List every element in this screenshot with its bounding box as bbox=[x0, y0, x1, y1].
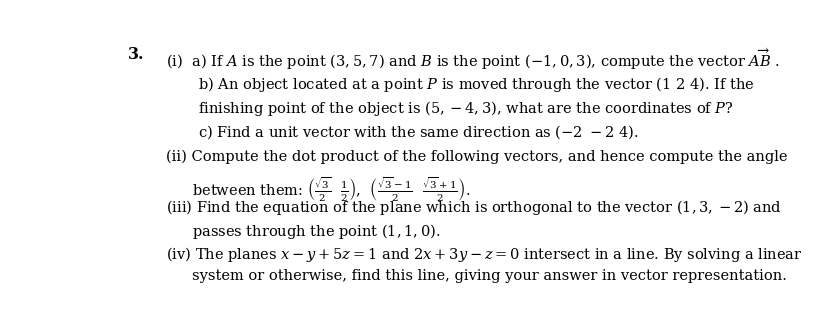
Text: system or otherwise, find this line, giving your answer in vector representation: system or otherwise, find this line, giv… bbox=[192, 269, 786, 283]
Text: (iii) Find the equation of the plane which is orthogonal to the vector $(1, 3, -: (iii) Find the equation of the plane whi… bbox=[166, 198, 782, 217]
Text: (ii) Compute the dot product of the following vectors, and hence compute the ang: (ii) Compute the dot product of the foll… bbox=[166, 149, 787, 164]
Text: passes through the point $(1, 1, 0)$.: passes through the point $(1, 1, 0)$. bbox=[192, 222, 440, 241]
Text: 3.: 3. bbox=[127, 46, 144, 63]
Text: (i)  a) If $A$ is the point $(3, 5, 7)$ and $B$ is the point $(-1, 0, 3)$, compu: (i) a) If $A$ is the point $(3, 5, 7)$ a… bbox=[166, 46, 780, 72]
Text: c) Find a unit vector with the same direction as $(-2\ -2\ 4)$.: c) Find a unit vector with the same dire… bbox=[198, 124, 638, 141]
Text: b) An object located at a point $P$ is moved through the vector $(1\ 2\ 4)$. If : b) An object located at a point $P$ is m… bbox=[198, 75, 754, 94]
Text: finishing point of the object is $(5, -4, 3)$, what are the coordinates of $P$?: finishing point of the object is $(5, -4… bbox=[198, 100, 734, 118]
Text: between them: $\left(\frac{\sqrt{3}}{2}\ \ \frac{1}{2}\right)$,  $\left(\frac{\s: between them: $\left(\frac{\sqrt{3}}{2}\… bbox=[192, 176, 470, 204]
Text: (iv) The planes $x-y+5z = 1$ and $2x+3y-z = 0$ intersect in a line. By solving a: (iv) The planes $x-y+5z = 1$ and $2x+3y-… bbox=[166, 245, 802, 263]
